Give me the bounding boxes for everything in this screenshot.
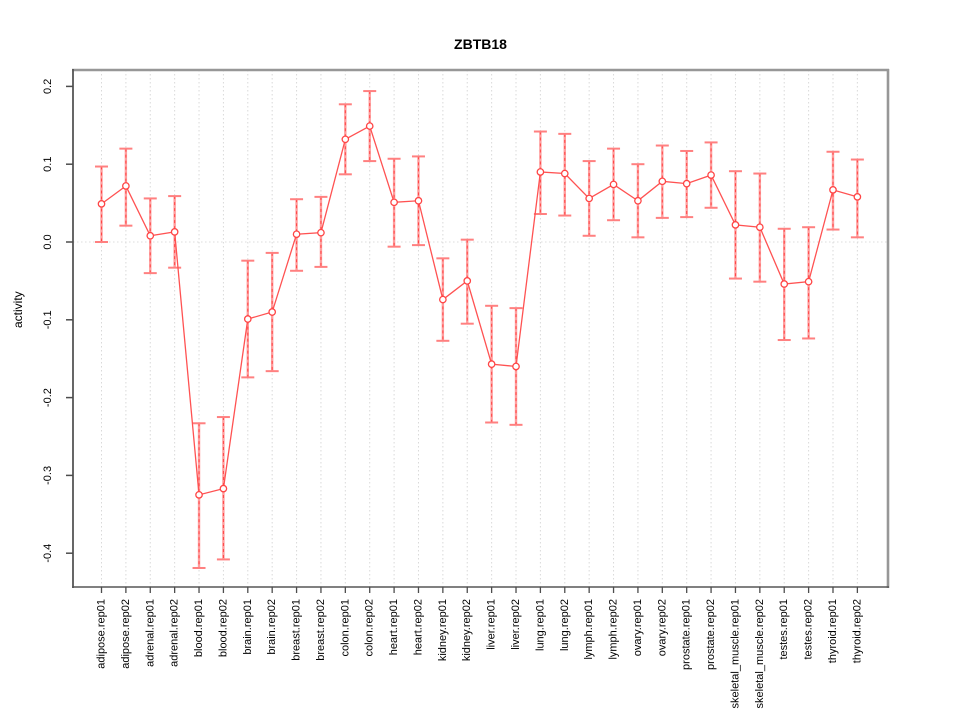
data-point-marker bbox=[341, 135, 350, 144]
x-tick-label: skeletal_muscle.rep01 bbox=[729, 599, 741, 708]
data-point-marker bbox=[658, 177, 667, 186]
data-point-marker bbox=[487, 360, 496, 368]
y-tick-label: -0.3 bbox=[42, 466, 54, 485]
x-tick-label: lymph.rep01 bbox=[583, 599, 595, 660]
data-point-marker bbox=[780, 280, 789, 288]
data-point-marker bbox=[853, 193, 862, 201]
y-tick-label: 0.0 bbox=[42, 234, 54, 249]
data-point-marker bbox=[755, 223, 764, 232]
data-point-marker bbox=[365, 122, 374, 130]
y-tick-label: 0.2 bbox=[42, 79, 54, 94]
x-tick-label: liver.rep02 bbox=[510, 599, 522, 650]
x-tick-label: prostate.rep01 bbox=[681, 599, 693, 670]
x-tick-label: colon.rep01 bbox=[339, 599, 351, 657]
y-tick-label: 0.1 bbox=[42, 157, 54, 172]
data-point-marker bbox=[829, 186, 837, 194]
x-tick-label: colon.rep02 bbox=[364, 599, 376, 657]
chart-title: ZBTB18 bbox=[454, 36, 507, 52]
y-axis-title: activity bbox=[11, 291, 25, 328]
data-point-marker bbox=[609, 180, 618, 189]
data-point-marker bbox=[634, 196, 642, 205]
x-tick-label: brain.rep01 bbox=[242, 599, 254, 655]
x-tick-label: brain.rep02 bbox=[266, 599, 278, 655]
data-point-marker bbox=[268, 308, 277, 316]
data-point-marker bbox=[195, 490, 203, 499]
data-point-marker bbox=[170, 228, 179, 236]
y-tick-label: -0.2 bbox=[42, 388, 54, 407]
y-tick-label: -0.1 bbox=[42, 310, 54, 329]
x-tick-label: heart.rep02 bbox=[412, 599, 424, 655]
x-tick-label: lymph.rep02 bbox=[608, 599, 620, 660]
data-point-marker bbox=[731, 221, 740, 229]
x-tick-label: prostate.rep02 bbox=[705, 599, 717, 670]
data-point-marker bbox=[292, 230, 301, 239]
series-line bbox=[101, 125, 858, 496]
x-tick-label: kidney.rep01 bbox=[437, 599, 449, 661]
x-tick-label: adrenal.rep02 bbox=[169, 599, 181, 667]
data-point-marker bbox=[585, 194, 594, 203]
x-tick-label: lung.rep02 bbox=[559, 599, 571, 651]
data-point-marker bbox=[146, 231, 155, 240]
x-tick-label: skeletal_muscle.rep02 bbox=[754, 599, 766, 708]
x-tick-label: adipose.rep02 bbox=[120, 599, 132, 669]
x-tick-label: testes.rep02 bbox=[803, 599, 815, 660]
x-tick-label: blood.rep01 bbox=[193, 599, 205, 657]
data-point-marker bbox=[560, 169, 569, 178]
x-tick-label: liver.rep01 bbox=[486, 599, 498, 650]
x-tick-label: thyroid.rep02 bbox=[851, 599, 863, 663]
x-tick-label: thyroid.rep01 bbox=[827, 599, 839, 663]
x-tick-label: kidney.rep02 bbox=[461, 599, 473, 661]
x-tick-label: ovary.rep01 bbox=[632, 599, 644, 656]
data-point-marker bbox=[439, 295, 447, 304]
x-tick-label: breast.rep01 bbox=[291, 599, 303, 661]
y-tick-label: -0.4 bbox=[42, 544, 54, 563]
data-point-marker bbox=[536, 168, 545, 176]
data-point-marker bbox=[707, 171, 715, 179]
x-tick-label: blood.rep02 bbox=[217, 599, 229, 657]
data-point-marker bbox=[804, 277, 813, 286]
data-point-marker bbox=[682, 179, 691, 188]
data-point-marker bbox=[390, 198, 398, 207]
data-point-marker bbox=[243, 315, 252, 323]
x-tick-label: adipose.rep01 bbox=[96, 599, 108, 669]
data-point-marker bbox=[512, 362, 520, 371]
data-point-marker bbox=[97, 200, 106, 208]
x-tick-label: heart.rep01 bbox=[388, 599, 400, 655]
x-tick-label: lung.rep01 bbox=[534, 599, 546, 651]
data-point-marker bbox=[463, 277, 472, 285]
x-tick-label: adrenal.rep01 bbox=[144, 599, 156, 667]
x-tick-label: testes.rep01 bbox=[778, 599, 790, 660]
data-point-marker bbox=[317, 228, 325, 237]
data-point-marker bbox=[219, 484, 228, 493]
x-tick-label: ovary.rep02 bbox=[656, 599, 668, 656]
x-tick-label: breast.rep02 bbox=[315, 599, 327, 661]
data-point-marker bbox=[414, 196, 423, 205]
data-point-marker bbox=[122, 182, 130, 190]
